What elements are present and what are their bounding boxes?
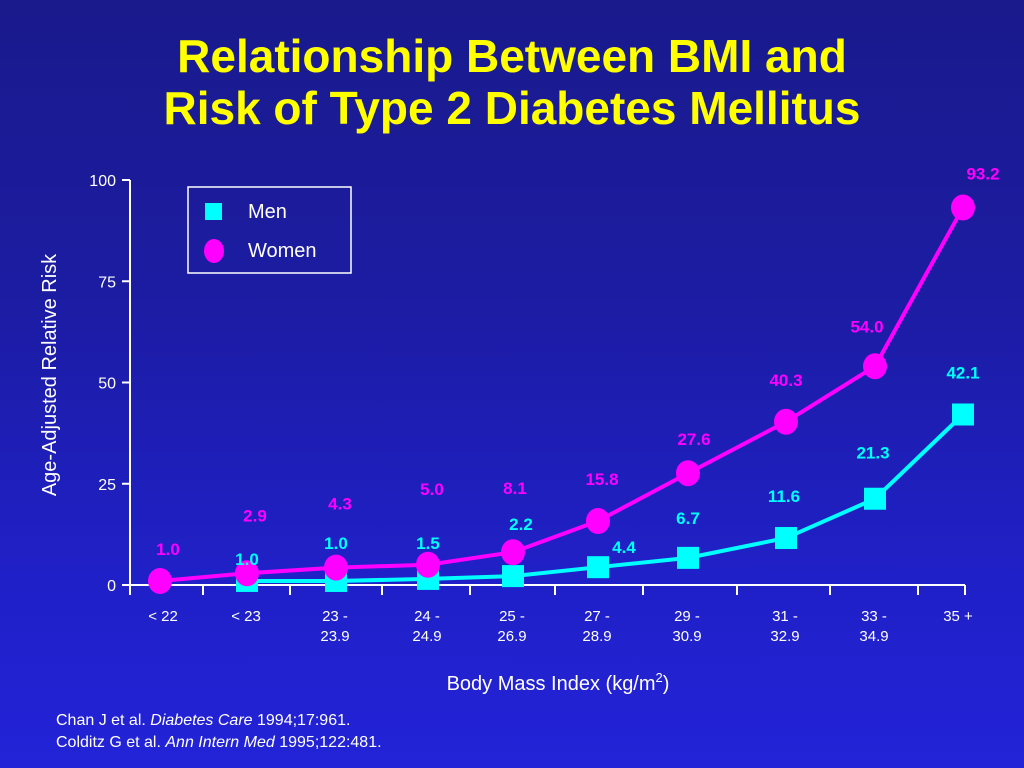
men-data-label: 2.2 (509, 515, 533, 534)
women-point-marker (235, 560, 259, 587)
men-point-marker (502, 565, 524, 588)
women-point-marker (676, 460, 700, 487)
women-data-label: 54.0 (850, 317, 883, 336)
x-tick-label: 27 - (584, 608, 610, 625)
reference-2-journal: Ann Intern Med (165, 734, 275, 751)
x-tick-label: 33 - (861, 608, 887, 625)
chart-axes: 0 25 50 75 100 < 22 < 23 23 - 23.9 24 - 24.9 25 - 26… (39, 173, 973, 695)
x-tick-label: 35 + (943, 608, 973, 625)
reference-2-details: 1995;122:481. (274, 734, 382, 751)
chart-markers (148, 194, 975, 594)
chart-series-lines (159, 206, 965, 583)
y-tick-label: 75 (98, 274, 116, 291)
men-series-line (247, 413, 965, 583)
men-point-marker (864, 487, 886, 510)
women-point-marker (951, 194, 975, 221)
x-tick-label: 23 - (322, 608, 348, 625)
women-point-marker (586, 508, 610, 535)
reference-1-journal: Diabetes Care (150, 712, 253, 729)
reference-1-authors: Chan J et al. (56, 712, 151, 729)
men-data-label: 1.0 (235, 550, 259, 569)
x-tick-label: 26.9 (497, 628, 526, 645)
x-axis-title: Body Mass Index (kg/m2) (447, 670, 670, 695)
men-data-label: 42.1 (946, 363, 979, 382)
women-series-line (159, 206, 965, 583)
men-data-label: 11.6 (768, 487, 800, 506)
x-tick-label: 23.9 (320, 628, 349, 645)
men-data-label: 6.7 (676, 509, 700, 528)
men-point-marker (587, 556, 609, 579)
legend-women-marker (204, 239, 224, 263)
women-point-marker (863, 353, 887, 380)
legend-men-label: Men (248, 201, 287, 223)
reference-2: Colditz G et al. Ann Intern Med 1995;122… (56, 732, 382, 754)
reference-1: Chan J et al. Diabetes Care 1994;17:961. (56, 710, 382, 732)
women-data-label: 2.9 (243, 506, 267, 525)
y-tick-label: 100 (89, 173, 116, 190)
x-tick-label: 29 - (674, 608, 700, 625)
men-data-label: 1.0 (324, 534, 348, 553)
men-data-label: 1.5 (416, 534, 440, 553)
women-data-label: 4.3 (328, 495, 352, 514)
x-tick-label: 31 - (772, 608, 798, 625)
women-point-marker (324, 554, 348, 581)
women-data-label: 5.0 (420, 480, 444, 499)
men-point-marker (952, 403, 974, 426)
men-data-label: 4.4 (612, 538, 636, 557)
chart-data-labels: 1.0 2.9 4.3 5.0 8.1 15.8 27.6 40.3 54.0 93.2 1.0 1.… (156, 165, 999, 569)
x-tick-label: < 23 (231, 608, 261, 625)
x-tick-label: 25 - (499, 608, 525, 625)
women-point-marker (416, 551, 440, 578)
slide-title: Relationship Between BMI and Risk of Typ… (0, 30, 1024, 134)
x-tick-label: 32.9 (770, 628, 799, 645)
men-data-label: 21.3 (856, 444, 889, 463)
y-tick-label: 50 (98, 376, 116, 393)
x-tick-label: 28.9 (582, 628, 611, 645)
x-tick-label: 34.9 (859, 628, 888, 645)
x-tick-label: 24.9 (412, 628, 441, 645)
women-data-label: 40.3 (769, 371, 802, 390)
women-data-label: 93.2 (966, 165, 999, 184)
title-line-2: Risk of Type 2 Diabetes Mellitus (163, 82, 861, 134)
reference-2-authors: Colditz G et al. (56, 734, 166, 751)
legend-box (187, 186, 352, 274)
y-tick-label: 0 (107, 578, 116, 595)
x-tick-label: 24 - (414, 608, 440, 625)
y-axis-title: Age-Adjusted Relative Risk (39, 253, 61, 496)
chart-legend: Men Women (187, 186, 352, 274)
title-line-1: Relationship Between BMI and (177, 30, 847, 82)
men-point-marker (677, 546, 699, 569)
legend-women-label: Women (248, 240, 317, 262)
women-point-marker (148, 567, 172, 594)
women-data-label: 27.6 (677, 430, 710, 449)
x-tick-label: < 22 (148, 608, 178, 625)
women-point-marker (774, 408, 798, 435)
y-tick-label: 25 (98, 477, 116, 494)
x-tick-label: 30.9 (672, 628, 701, 645)
legend-men-marker (205, 203, 222, 220)
reference-1-details: 1994;17:961. (252, 712, 351, 729)
references: Chan J et al. Diabetes Care 1994;17:961.… (56, 710, 382, 754)
women-data-label: 1.0 (156, 540, 180, 559)
women-data-label: 15.8 (585, 470, 618, 489)
women-point-marker (501, 539, 525, 566)
women-data-label: 8.1 (503, 479, 527, 498)
men-point-marker (775, 527, 797, 550)
